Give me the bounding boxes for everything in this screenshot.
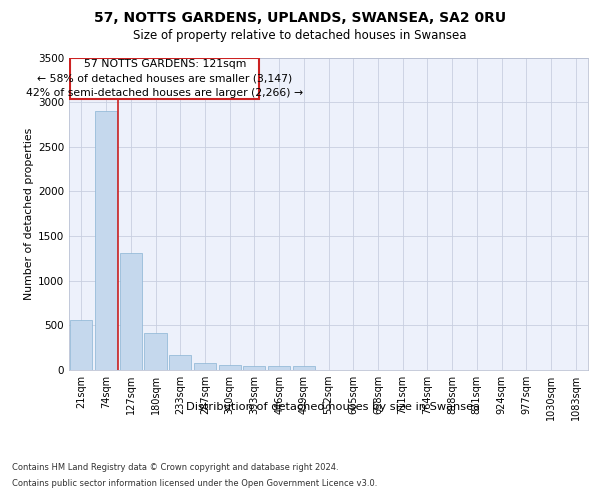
Bar xyxy=(293,366,315,370)
Bar xyxy=(218,364,241,370)
Bar xyxy=(70,320,92,370)
Bar xyxy=(268,366,290,370)
Text: 57, NOTTS GARDENS, UPLANDS, SWANSEA, SA2 0RU: 57, NOTTS GARDENS, UPLANDS, SWANSEA, SA2… xyxy=(94,11,506,25)
Bar xyxy=(243,366,265,370)
Text: Distribution of detached houses by size in Swansea: Distribution of detached houses by size … xyxy=(186,402,480,412)
Bar xyxy=(169,355,191,370)
Bar xyxy=(95,111,117,370)
Text: Contains public sector information licensed under the Open Government Licence v3: Contains public sector information licen… xyxy=(12,479,377,488)
Bar xyxy=(145,332,167,370)
Bar xyxy=(194,363,216,370)
Bar xyxy=(119,253,142,370)
Text: Contains HM Land Registry data © Crown copyright and database right 2024.: Contains HM Land Registry data © Crown c… xyxy=(12,462,338,471)
Text: Size of property relative to detached houses in Swansea: Size of property relative to detached ho… xyxy=(133,29,467,42)
Text: 57 NOTTS GARDENS: 121sqm
← 58% of detached houses are smaller (3,147)
42% of sem: 57 NOTTS GARDENS: 121sqm ← 58% of detach… xyxy=(26,58,304,98)
Bar xyxy=(70,58,259,98)
Y-axis label: Number of detached properties: Number of detached properties xyxy=(24,128,34,300)
